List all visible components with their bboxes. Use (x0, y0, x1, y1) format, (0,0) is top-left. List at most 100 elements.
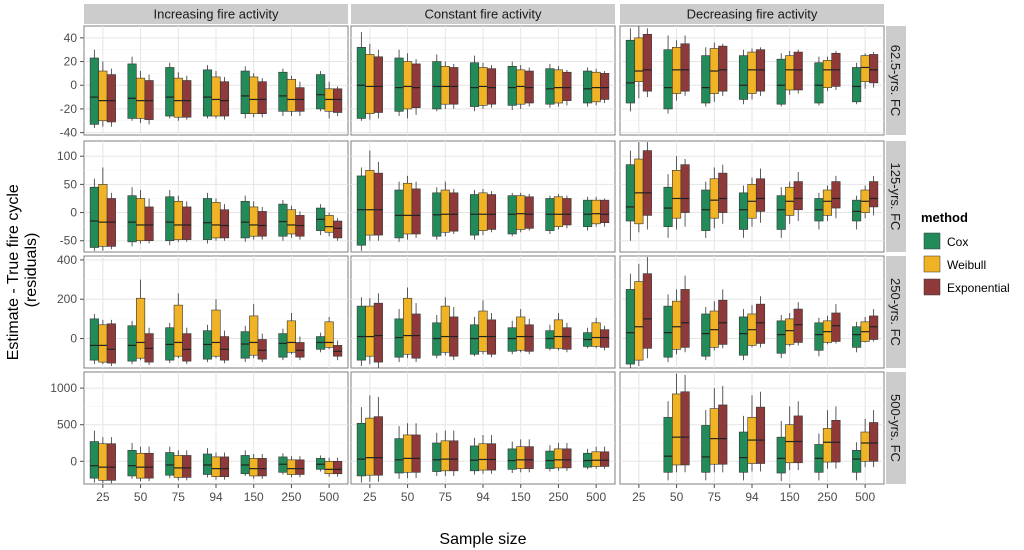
box-body (173, 455, 183, 478)
box-weibull (211, 452, 221, 480)
box-exponential (869, 52, 879, 88)
box-weibull (286, 205, 296, 238)
box-exponential (411, 181, 421, 238)
box-weibull (785, 50, 795, 95)
box-body (286, 209, 296, 235)
box-exponential (831, 406, 841, 469)
box-body (333, 461, 343, 475)
box-exponential (144, 74, 154, 125)
box-body (672, 300, 682, 350)
box-body (182, 206, 192, 240)
x-tick-label: 150 (511, 490, 531, 504)
box-cox (701, 307, 711, 361)
box-body (403, 182, 413, 235)
box-body (165, 67, 175, 117)
box-body (295, 459, 305, 475)
box-exponential (642, 256, 652, 359)
box-weibull (249, 73, 259, 118)
box-cox (127, 56, 137, 121)
box-body (478, 310, 488, 352)
box-body (663, 305, 673, 358)
box-cox (625, 28, 635, 112)
box-body (852, 326, 862, 348)
box-body (814, 322, 824, 351)
y-axis-title-line-2: (residuals) (23, 233, 40, 308)
box-body (257, 211, 267, 237)
box-exponential (182, 450, 192, 481)
box-exponential (562, 195, 572, 229)
box-exponential (680, 159, 690, 227)
box-body (202, 198, 213, 240)
box-body (831, 312, 841, 342)
box-body (173, 200, 183, 240)
box-cox (852, 62, 862, 105)
legend-label-weibull: Weibull (947, 258, 986, 272)
box-body (524, 196, 534, 229)
box-exponential (295, 211, 305, 240)
box-cox (776, 53, 786, 107)
box-weibull (478, 62, 488, 109)
box-body (219, 81, 230, 117)
box-body (562, 198, 572, 226)
column-strip-label: Constant fire activity (424, 7, 542, 22)
box-weibull (324, 316, 334, 350)
box-body (219, 209, 230, 239)
box-cox (127, 187, 137, 247)
box-body (755, 178, 766, 212)
box-body (642, 150, 652, 216)
box-cox (738, 49, 749, 105)
box-cox (127, 320, 137, 365)
box-body (89, 186, 99, 248)
box-body (553, 319, 563, 349)
box-body (701, 55, 711, 104)
box-exponential (106, 437, 116, 484)
box-body (600, 199, 610, 224)
y-tick-label: -20 (60, 102, 78, 116)
box-exponential (219, 330, 230, 364)
box-exponential (600, 325, 610, 351)
box-body (219, 456, 230, 477)
x-tick-label: 94 (745, 490, 759, 504)
box-cox (545, 195, 555, 234)
box-body (211, 76, 221, 117)
box-cox (469, 190, 480, 240)
box-body (257, 339, 267, 360)
box-body (625, 289, 635, 365)
y-tick-label: 0 (70, 454, 77, 468)
box-body (672, 169, 682, 219)
box-body (680, 391, 690, 466)
box-body (663, 417, 673, 473)
box-body (507, 327, 517, 352)
box-cox (202, 324, 213, 363)
box-exponential (257, 333, 267, 363)
box-body (822, 189, 832, 216)
box-exponential (373, 396, 383, 482)
box-body (98, 184, 108, 247)
box-exponential (333, 340, 343, 361)
x-tick-label: 75 (172, 490, 186, 504)
box-exponential (257, 78, 267, 118)
box-weibull (365, 43, 375, 120)
column-strip (351, 4, 615, 24)
x-tick-label: 50 (134, 490, 148, 504)
box-cox (316, 204, 326, 236)
box-body (852, 450, 862, 473)
box-exponential (680, 275, 690, 353)
row-strip (886, 26, 906, 135)
box-body (278, 333, 288, 358)
box-body (738, 431, 749, 473)
box-body (240, 70, 250, 114)
y-tick-label: 200 (57, 292, 77, 306)
box-exponential (718, 43, 728, 96)
box-weibull (211, 71, 221, 119)
box-weibull (440, 61, 450, 109)
box-exponential (295, 81, 305, 117)
box-body (591, 451, 601, 467)
box-cox (776, 314, 786, 359)
box-cox (240, 66, 250, 119)
box-cox (89, 49, 99, 128)
box-exponential (449, 63, 459, 109)
y-tick-label: 20 (64, 55, 78, 69)
box-body (316, 74, 326, 110)
